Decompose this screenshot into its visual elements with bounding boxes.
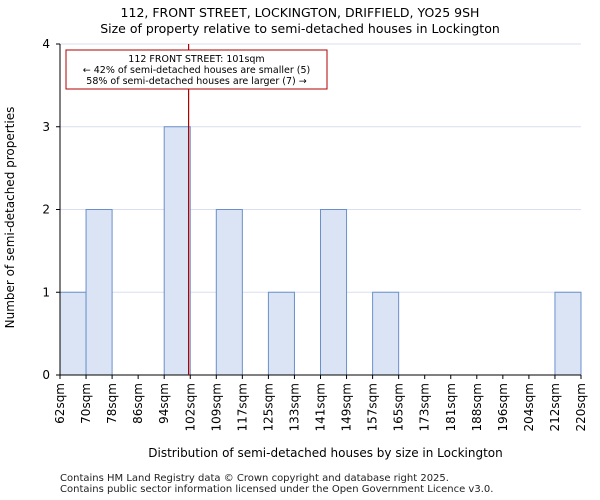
- x-tick-label: 149sqm: [340, 383, 354, 431]
- histogram-bar: [215, 209, 243, 376]
- x-tick-label: 173sqm: [418, 383, 432, 431]
- chart-title: 112, FRONT STREET, LOCKINGTON, DRIFFIELD…: [120, 5, 480, 20]
- x-tick-label: 109sqm: [209, 383, 223, 431]
- x-tick-label: 86sqm: [131, 383, 145, 424]
- x-tick-label: 94sqm: [157, 383, 171, 424]
- x-tick-label: 157sqm: [366, 383, 380, 431]
- x-tick-label: 181sqm: [444, 383, 458, 431]
- histogram-bar: [59, 291, 87, 376]
- x-axis-label: Distribution of semi-detached houses by …: [148, 446, 502, 460]
- annotation-line: 58% of semi-detached houses are larger (…: [86, 76, 306, 87]
- y-tick-label: 3: [42, 120, 50, 134]
- x-tick-label: 78sqm: [105, 383, 119, 424]
- y-tick-label: 2: [42, 203, 50, 217]
- histogram-bar: [267, 291, 295, 376]
- annotation-line: ← 42% of semi-detached houses are smalle…: [83, 65, 311, 76]
- annotation-line: 112 FRONT STREET: 101sqm: [128, 54, 264, 65]
- histogram-bar: [554, 291, 582, 376]
- x-tick-label: 62sqm: [53, 383, 67, 424]
- x-tick-label: 133sqm: [287, 383, 301, 431]
- x-tick-label: 220sqm: [574, 383, 588, 431]
- y-tick-label: 0: [42, 368, 50, 382]
- chart-subtitle: Size of property relative to semi-detach…: [100, 21, 500, 36]
- x-tick-label: 125sqm: [261, 383, 275, 431]
- x-tick-label: 204sqm: [522, 383, 536, 431]
- x-tick-label: 117sqm: [235, 383, 249, 431]
- footer-licence: Contains public sector information licen…: [60, 484, 494, 495]
- x-tick-label: 212sqm: [548, 383, 562, 431]
- footer-copyright: Contains HM Land Registry data © Crown c…: [60, 473, 449, 484]
- histogram-bar: [320, 209, 348, 376]
- y-axis-label: Number of semi-detached properties: [3, 107, 17, 329]
- x-tick-label: 141sqm: [314, 383, 328, 431]
- x-tick-label: 70sqm: [79, 383, 93, 424]
- x-tick-label: 188sqm: [470, 383, 484, 431]
- histogram-bar: [372, 291, 400, 376]
- x-tick-label: 102sqm: [183, 383, 197, 431]
- y-tick-label: 1: [42, 285, 50, 299]
- x-tick-label: 165sqm: [392, 383, 406, 431]
- annotation-box: [65, 49, 328, 90]
- histogram-bar: [163, 126, 191, 376]
- x-tick-label: 196sqm: [496, 383, 510, 431]
- y-tick-label: 4: [42, 37, 50, 51]
- histogram-bar: [85, 209, 113, 376]
